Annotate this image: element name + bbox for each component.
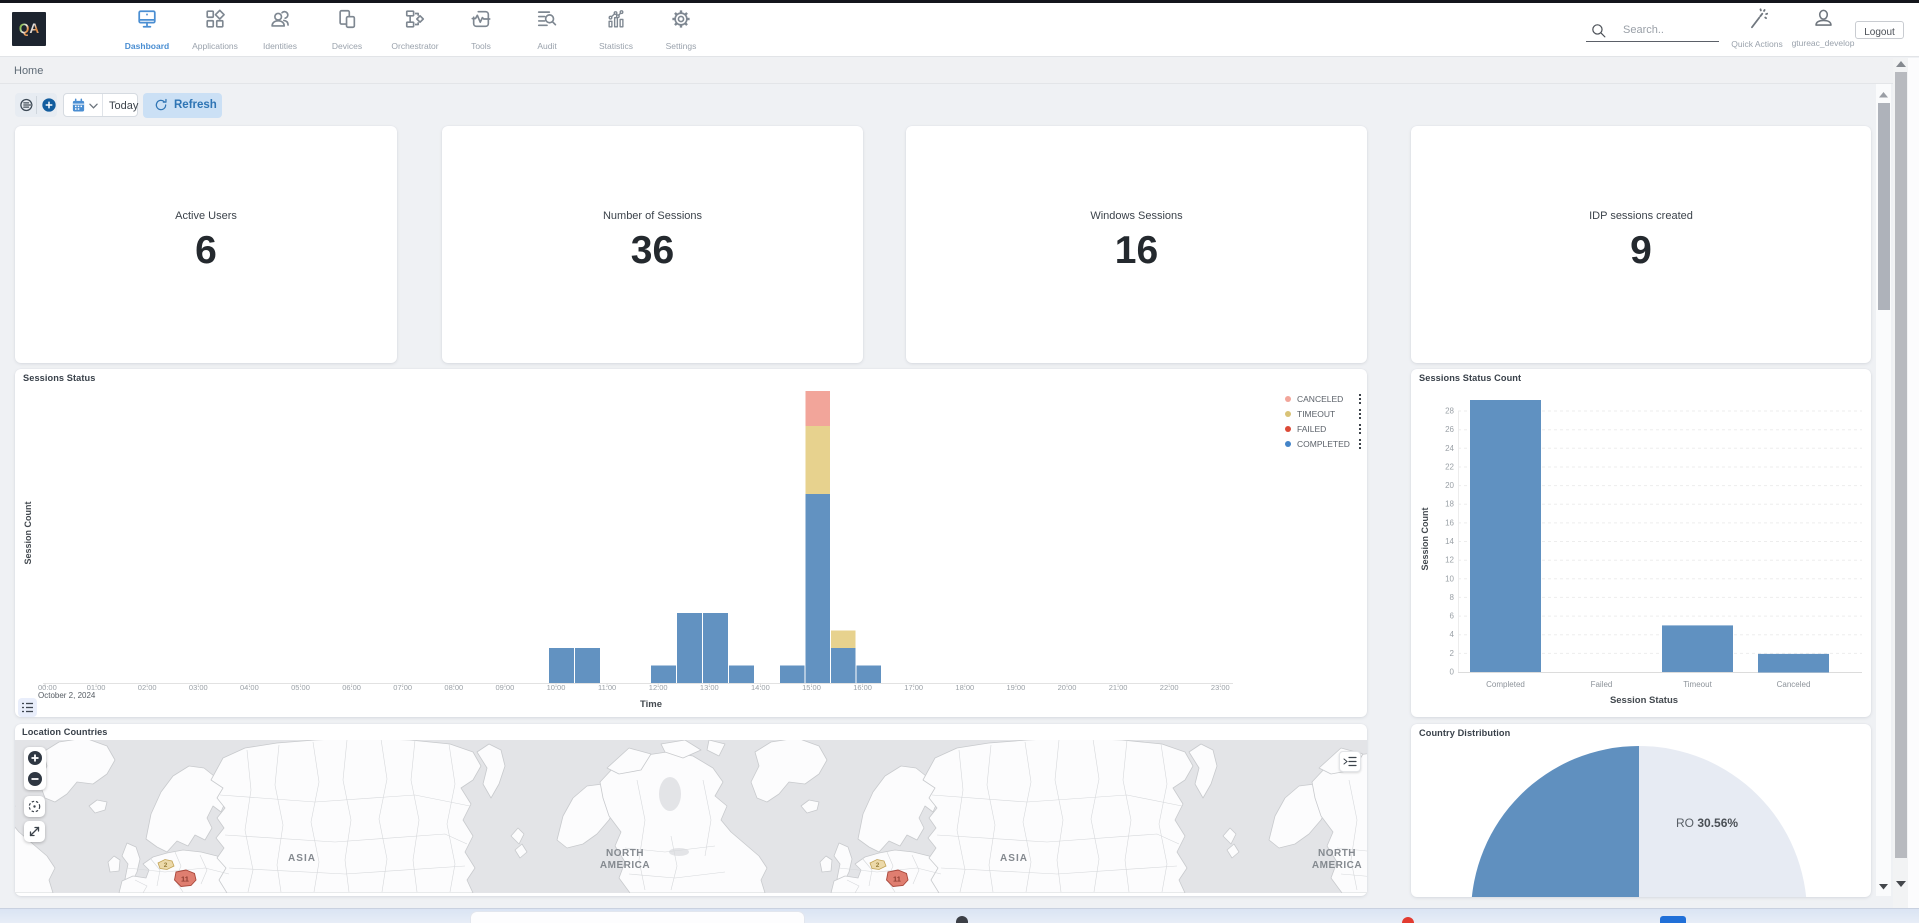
svg-text:28: 28 [1445, 407, 1454, 416]
svg-text:2: 2 [1450, 649, 1455, 658]
svg-text:Time: Time [640, 699, 662, 710]
svg-text:11:00: 11:00 [598, 683, 616, 692]
svg-text:26: 26 [1445, 425, 1454, 434]
svg-text:02:00: 02:00 [138, 683, 157, 692]
svg-text:07:00: 07:00 [393, 683, 412, 692]
svg-text:13:00: 13:00 [700, 683, 719, 692]
svg-text:22: 22 [1445, 463, 1454, 472]
svg-text:20: 20 [1445, 481, 1454, 490]
svg-text:FAILED: FAILED [1297, 424, 1326, 434]
svg-text:Session Count: Session Count [23, 501, 33, 564]
svg-text:19:00: 19:00 [1007, 683, 1026, 692]
svg-text:01:00: 01:00 [87, 683, 106, 692]
svg-text:04:00: 04:00 [240, 683, 259, 692]
svg-text:16: 16 [1445, 518, 1454, 527]
svg-text:Session Status: Session Status [1610, 695, 1678, 706]
svg-text:15:00: 15:00 [802, 683, 821, 692]
svg-text:08:00: 08:00 [444, 683, 463, 692]
svg-text:CANCELED: CANCELED [1297, 394, 1343, 404]
svg-text:RO 30.56%: RO 30.56% [1676, 816, 1738, 830]
svg-text:Completed: Completed [1486, 680, 1525, 689]
svg-text:20:00: 20:00 [1058, 683, 1077, 692]
svg-text:Canceled: Canceled [1777, 680, 1811, 689]
svg-text:4: 4 [1450, 630, 1455, 639]
svg-text:0: 0 [1450, 668, 1455, 677]
svg-text:TIMEOUT: TIMEOUT [1297, 409, 1335, 419]
svg-text:18: 18 [1445, 500, 1454, 509]
svg-text:Timeout: Timeout [1683, 680, 1712, 689]
svg-text:October 2, 2024: October 2, 2024 [38, 691, 96, 700]
svg-text:Session Count: Session Count [1420, 507, 1430, 570]
svg-text:03:00: 03:00 [189, 683, 208, 692]
svg-text:21:00: 21:00 [1109, 683, 1128, 692]
svg-text:12:00: 12:00 [649, 683, 668, 692]
svg-text:16:00: 16:00 [853, 683, 872, 692]
svg-text:14:00: 14:00 [751, 683, 770, 692]
svg-text:22:00: 22:00 [1160, 683, 1179, 692]
svg-text:00:00: 00:00 [38, 683, 57, 692]
svg-text:18:00: 18:00 [955, 683, 974, 692]
svg-text:17:00: 17:00 [904, 683, 923, 692]
svg-text:10: 10 [1445, 574, 1454, 583]
svg-text:23:00: 23:00 [1211, 683, 1230, 692]
svg-text:Failed: Failed [1591, 680, 1613, 689]
svg-text:14: 14 [1445, 537, 1454, 546]
svg-text:06:00: 06:00 [342, 683, 361, 692]
svg-text:10:00: 10:00 [547, 683, 566, 692]
svg-text:09:00: 09:00 [496, 683, 515, 692]
svg-text:12: 12 [1445, 556, 1454, 565]
svg-text:24: 24 [1445, 444, 1454, 453]
svg-text:05:00: 05:00 [291, 683, 310, 692]
svg-text:COMPLETED: COMPLETED [1297, 439, 1350, 449]
svg-text:6: 6 [1450, 612, 1455, 621]
svg-text:8: 8 [1450, 593, 1455, 602]
